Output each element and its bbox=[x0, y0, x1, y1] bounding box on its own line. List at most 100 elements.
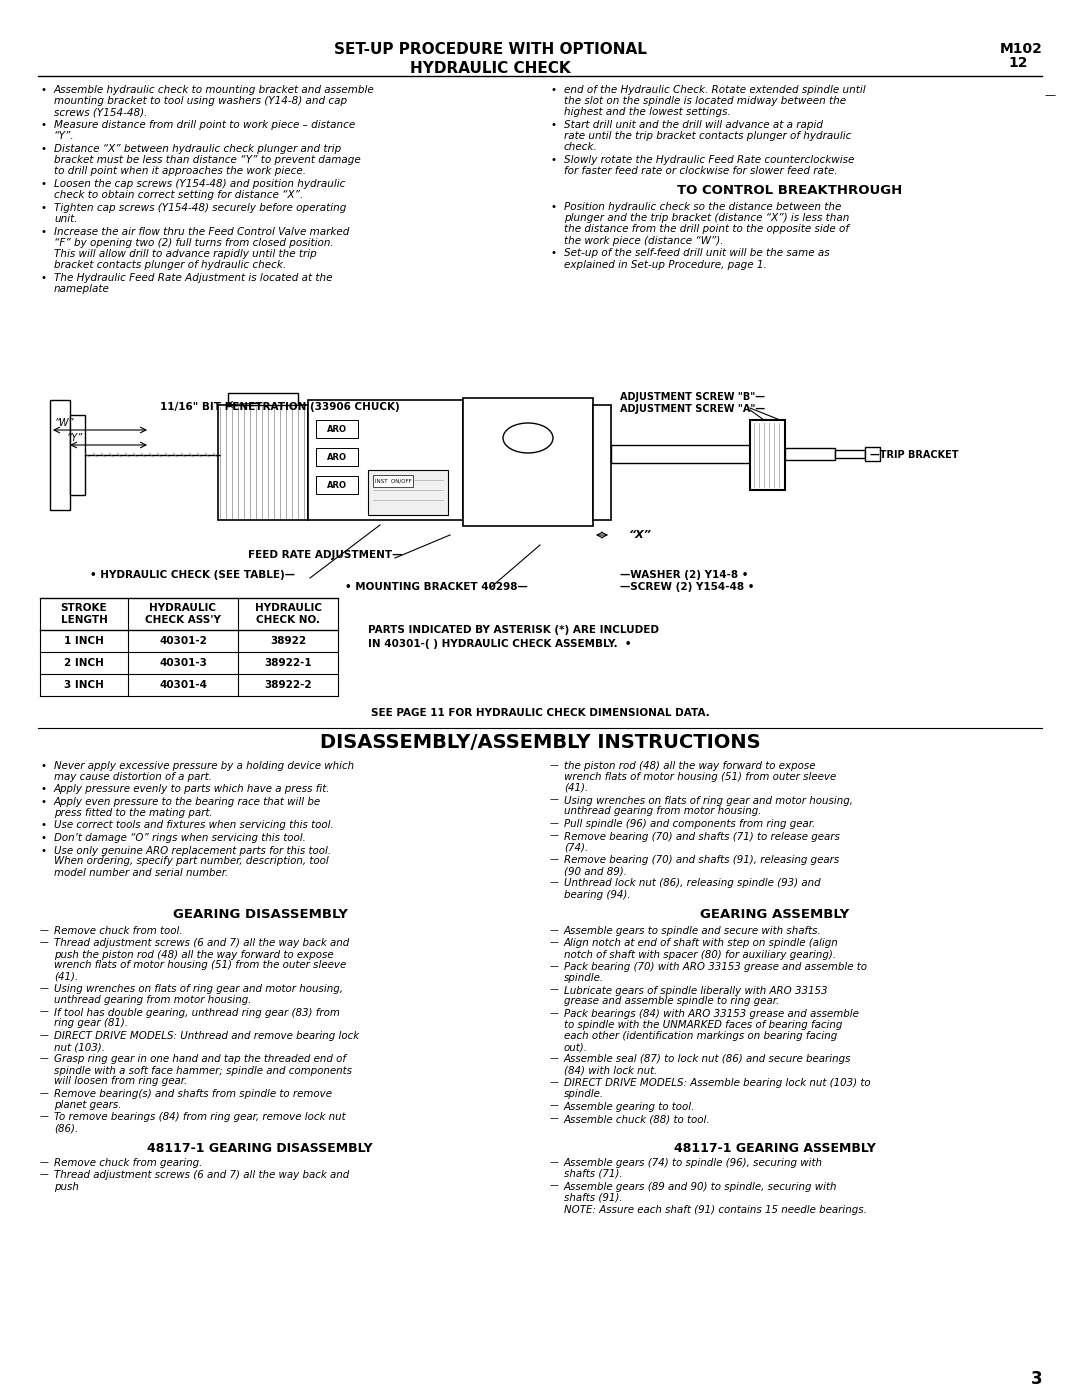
Text: If tool has double gearing, unthread ring gear (83) from: If tool has double gearing, unthread rin… bbox=[54, 1007, 340, 1017]
Text: out).: out). bbox=[564, 1042, 588, 1052]
Text: Apply pressure evenly to parts which have a press fit.: Apply pressure evenly to parts which hav… bbox=[54, 784, 330, 795]
Bar bbox=[70, 414, 85, 495]
Bar bbox=[308, 400, 463, 520]
Text: DIRECT DRIVE MODELS: Unthread and remove bearing lock: DIRECT DRIVE MODELS: Unthread and remove… bbox=[54, 1031, 360, 1041]
Text: •: • bbox=[550, 202, 556, 212]
Text: (84) with lock nut.: (84) with lock nut. bbox=[564, 1066, 658, 1076]
Text: “X”: “X” bbox=[629, 530, 651, 540]
Text: check.: check. bbox=[564, 142, 597, 152]
Text: Assemble gearing to tool.: Assemble gearing to tool. bbox=[564, 1102, 696, 1112]
Bar bbox=[593, 405, 611, 520]
Text: •: • bbox=[40, 797, 46, 806]
Text: GEARING ASSEMBLY: GEARING ASSEMBLY bbox=[700, 908, 850, 921]
Text: •: • bbox=[40, 820, 46, 830]
Text: ARO: ARO bbox=[327, 452, 347, 462]
Text: • MOUNTING BRACKET 40298—: • MOUNTING BRACKET 40298— bbox=[345, 582, 528, 591]
Text: ring gear (81).: ring gear (81). bbox=[54, 1018, 129, 1028]
Text: end of the Hydraulic Check. Rotate extended spindle until: end of the Hydraulic Check. Rotate exten… bbox=[564, 85, 866, 95]
Text: Assemble seal (87) to lock nut (86) and secure bearings: Assemble seal (87) to lock nut (86) and … bbox=[564, 1055, 851, 1064]
Text: Lubricate gears of spindle liberally with ARO 33153: Lubricate gears of spindle liberally wit… bbox=[564, 985, 827, 996]
Text: may cause distortion of a part.: may cause distortion of a part. bbox=[54, 771, 212, 783]
Bar bbox=[463, 398, 593, 526]
Text: —: — bbox=[550, 855, 558, 864]
Text: —: — bbox=[550, 926, 558, 935]
Text: (41).: (41). bbox=[54, 971, 78, 982]
Bar bbox=[835, 451, 865, 458]
Text: —: — bbox=[550, 985, 558, 995]
Bar bbox=[316, 448, 357, 466]
Text: ADJUSTMENT SCREW "A"—: ADJUSTMENT SCREW "A"— bbox=[620, 405, 765, 414]
Text: for faster feed rate or clockwise for slower feed rate.: for faster feed rate or clockwise for sl… bbox=[564, 166, 838, 176]
Text: —: — bbox=[40, 983, 49, 993]
Text: •: • bbox=[40, 784, 46, 795]
Text: • HYDRAULIC CHECK (SEE TABLE)—: • HYDRAULIC CHECK (SEE TABLE)— bbox=[90, 571, 295, 580]
Text: Assemble hydraulic check to mounting bracket and assemble: Assemble hydraulic check to mounting bra… bbox=[54, 85, 375, 95]
Bar bbox=[785, 448, 835, 460]
Text: Use only genuine ARO replacement parts for this tool.: Use only genuine ARO replacement parts f… bbox=[54, 845, 332, 855]
Text: —: — bbox=[550, 1115, 558, 1123]
Text: M102: M102 bbox=[1000, 42, 1043, 56]
Text: This will allow drill to advance rapidly until the trip: This will allow drill to advance rapidly… bbox=[54, 250, 316, 259]
Text: PARTS INDICATED BY ASTERISK (*) ARE INCLUDED: PARTS INDICATED BY ASTERISK (*) ARE INCL… bbox=[368, 625, 659, 635]
Text: —: — bbox=[40, 926, 49, 935]
Text: —: — bbox=[40, 1055, 49, 1063]
Text: Use correct tools and fixtures when servicing this tool.: Use correct tools and fixtures when serv… bbox=[54, 820, 334, 830]
Bar bbox=[316, 476, 357, 494]
Text: —: — bbox=[40, 939, 49, 947]
Text: 48117-1 GEARING ASSEMBLY: 48117-1 GEARING ASSEMBLY bbox=[674, 1143, 876, 1155]
Text: the work piece (distance “W”).: the work piece (distance “W”). bbox=[564, 236, 724, 246]
Text: —: — bbox=[40, 1170, 49, 1180]
Text: —: — bbox=[40, 1007, 49, 1017]
Text: 3 INCH: 3 INCH bbox=[64, 679, 104, 691]
Text: Don’t damage “O” rings when servicing this tool.: Don’t damage “O” rings when servicing th… bbox=[54, 833, 306, 843]
Text: —: — bbox=[550, 795, 558, 805]
Text: Remove chuck from tool.: Remove chuck from tool. bbox=[54, 926, 183, 936]
Text: —: — bbox=[550, 879, 558, 887]
Text: shafts (91).: shafts (91). bbox=[564, 1193, 623, 1202]
Text: —: — bbox=[550, 819, 558, 829]
Text: When ordering, specify part number, description, tool: When ordering, specify part number, desc… bbox=[54, 857, 328, 866]
Bar bbox=[368, 470, 448, 515]
Text: •: • bbox=[550, 85, 556, 95]
Text: highest and the lowest settings.: highest and the lowest settings. bbox=[564, 107, 731, 117]
Text: explained in Set-up Procedure, page 1.: explained in Set-up Procedure, page 1. bbox=[564, 259, 767, 269]
Text: 38922-2: 38922-2 bbox=[265, 679, 312, 691]
Text: 48117-1 GEARING DISASSEMBLY: 48117-1 GEARING DISASSEMBLY bbox=[147, 1143, 373, 1155]
Text: press fitted to the mating part.: press fitted to the mating part. bbox=[54, 808, 213, 817]
Text: Using wrenches on flats of ring gear and motor housing,: Using wrenches on flats of ring gear and… bbox=[54, 983, 343, 995]
Text: —: — bbox=[550, 1158, 558, 1168]
Text: The Hydraulic Feed Rate Adjustment is located at the: The Hydraulic Feed Rate Adjustment is lo… bbox=[54, 273, 333, 283]
Text: —: — bbox=[40, 1089, 49, 1098]
Text: (74).: (74). bbox=[564, 843, 589, 852]
Text: each other (identification markings on bearing facing: each other (identification markings on b… bbox=[564, 1031, 837, 1041]
Text: •: • bbox=[40, 85, 46, 95]
Text: —: — bbox=[550, 1102, 558, 1110]
Text: mounting bracket to tool using washers (Y14-8) and cap: mounting bracket to tool using washers (… bbox=[54, 96, 347, 106]
Text: “Y”: “Y” bbox=[67, 432, 83, 444]
Text: spindle with a soft face hammer; spindle and components: spindle with a soft face hammer; spindle… bbox=[54, 1066, 352, 1076]
Text: Unthread lock nut (86), releasing spindle (93) and: Unthread lock nut (86), releasing spindl… bbox=[564, 879, 821, 889]
Text: 3: 3 bbox=[1030, 1370, 1042, 1388]
Text: HYDRAULIC
CHECK NO.: HYDRAULIC CHECK NO. bbox=[255, 603, 322, 625]
Text: 12: 12 bbox=[1008, 56, 1027, 70]
Text: check to obtain correct setting for distance “X”.: check to obtain correct setting for dist… bbox=[54, 190, 303, 201]
Text: NOTE: Assure each shaft (91) contains 15 needle bearings.: NOTE: Assure each shaft (91) contains 15… bbox=[564, 1205, 867, 1215]
Text: rate until the trip bracket contacts plunger of hydraulic: rate until the trip bracket contacts plu… bbox=[564, 131, 851, 141]
Text: Assemble gears (74) to spindle (96), securing with: Assemble gears (74) to spindle (96), sec… bbox=[564, 1158, 823, 1168]
Text: •: • bbox=[550, 120, 556, 130]
Text: —: — bbox=[550, 831, 558, 841]
Text: Slowly rotate the Hydraulic Feed Rate counterclockwise: Slowly rotate the Hydraulic Feed Rate co… bbox=[564, 155, 854, 165]
Text: —: — bbox=[40, 1112, 49, 1122]
Bar bbox=[50, 400, 70, 511]
Text: SET-UP PROCEDURE WITH OPTIONAL
HYDRAULIC CHECK: SET-UP PROCEDURE WITH OPTIONAL HYDRAULIC… bbox=[334, 42, 647, 77]
Text: shafts (71).: shafts (71). bbox=[564, 1169, 623, 1179]
Text: —: — bbox=[550, 1009, 558, 1018]
Bar bbox=[865, 446, 880, 460]
Text: “Y”.: “Y”. bbox=[54, 131, 75, 141]
Text: 38922: 38922 bbox=[270, 636, 306, 646]
Text: —: — bbox=[550, 939, 558, 947]
Text: Remove bearing(s) and shafts from spindle to remove: Remove bearing(s) and shafts from spindl… bbox=[54, 1089, 332, 1099]
Text: Apply even pressure to the bearing race that will be: Apply even pressure to the bearing race … bbox=[54, 797, 321, 806]
Text: •: • bbox=[40, 833, 46, 843]
Text: ARO: ARO bbox=[327, 480, 347, 490]
